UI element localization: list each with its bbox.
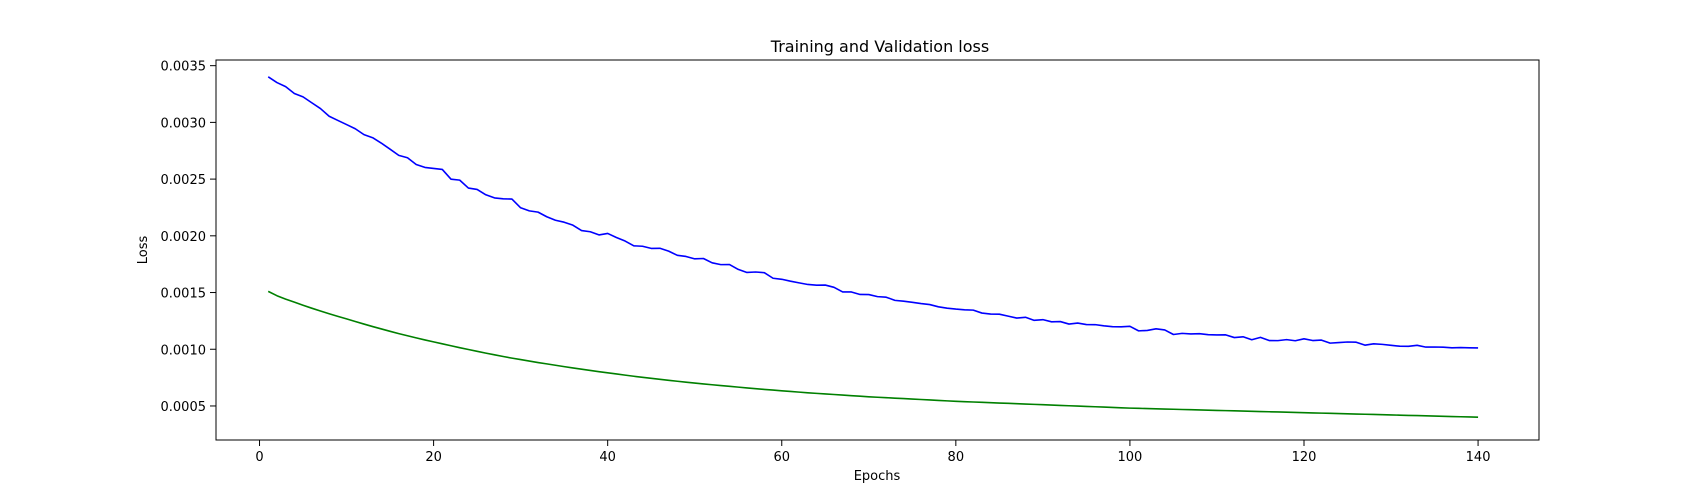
y-tick-label: 0.0030 bbox=[161, 116, 207, 131]
y-tick-label: 0.0010 bbox=[161, 343, 207, 358]
y-tick-label: 0.0005 bbox=[161, 400, 207, 415]
plot-area: 0 20 40 60 80 100 120 140 0.00050.00100.00150.0… bbox=[161, 59, 1540, 465]
x-tick-label: 0 bbox=[255, 450, 263, 465]
x-tick-label: 120 bbox=[1292, 450, 1317, 465]
y-axis-label: Loss bbox=[136, 236, 151, 265]
y-tick-label: 0.0025 bbox=[161, 173, 207, 188]
y-axis: 0.0005 0.0010 0.0015 0.0020 0.0025 0.0030 0.00… bbox=[161, 60, 216, 415]
x-tick-label: 80 bbox=[948, 450, 965, 465]
series-line-1 bbox=[267, 76, 1479, 349]
chart-title: Training and Validation loss bbox=[770, 37, 989, 56]
axes-frame bbox=[215, 59, 1540, 441]
x-tick-label: 60 bbox=[773, 450, 790, 465]
x-tick-label: 100 bbox=[1118, 450, 1143, 465]
series-line-2 bbox=[267, 290, 1479, 418]
y-tick-label: 0.0015 bbox=[161, 287, 207, 302]
series-layer bbox=[267, 76, 1479, 418]
x-tick-label: 40 bbox=[599, 450, 616, 465]
x-tick-label: 20 bbox=[425, 450, 442, 465]
x-tick-label: 140 bbox=[1466, 450, 1491, 465]
y-tick-label: 0.0035 bbox=[161, 60, 207, 75]
y-tick-label: 0.0020 bbox=[161, 230, 207, 245]
x-axis-label: Epochs bbox=[854, 469, 901, 484]
x-axis: 0 20 40 60 80 100 120 140 bbox=[255, 440, 1490, 465]
